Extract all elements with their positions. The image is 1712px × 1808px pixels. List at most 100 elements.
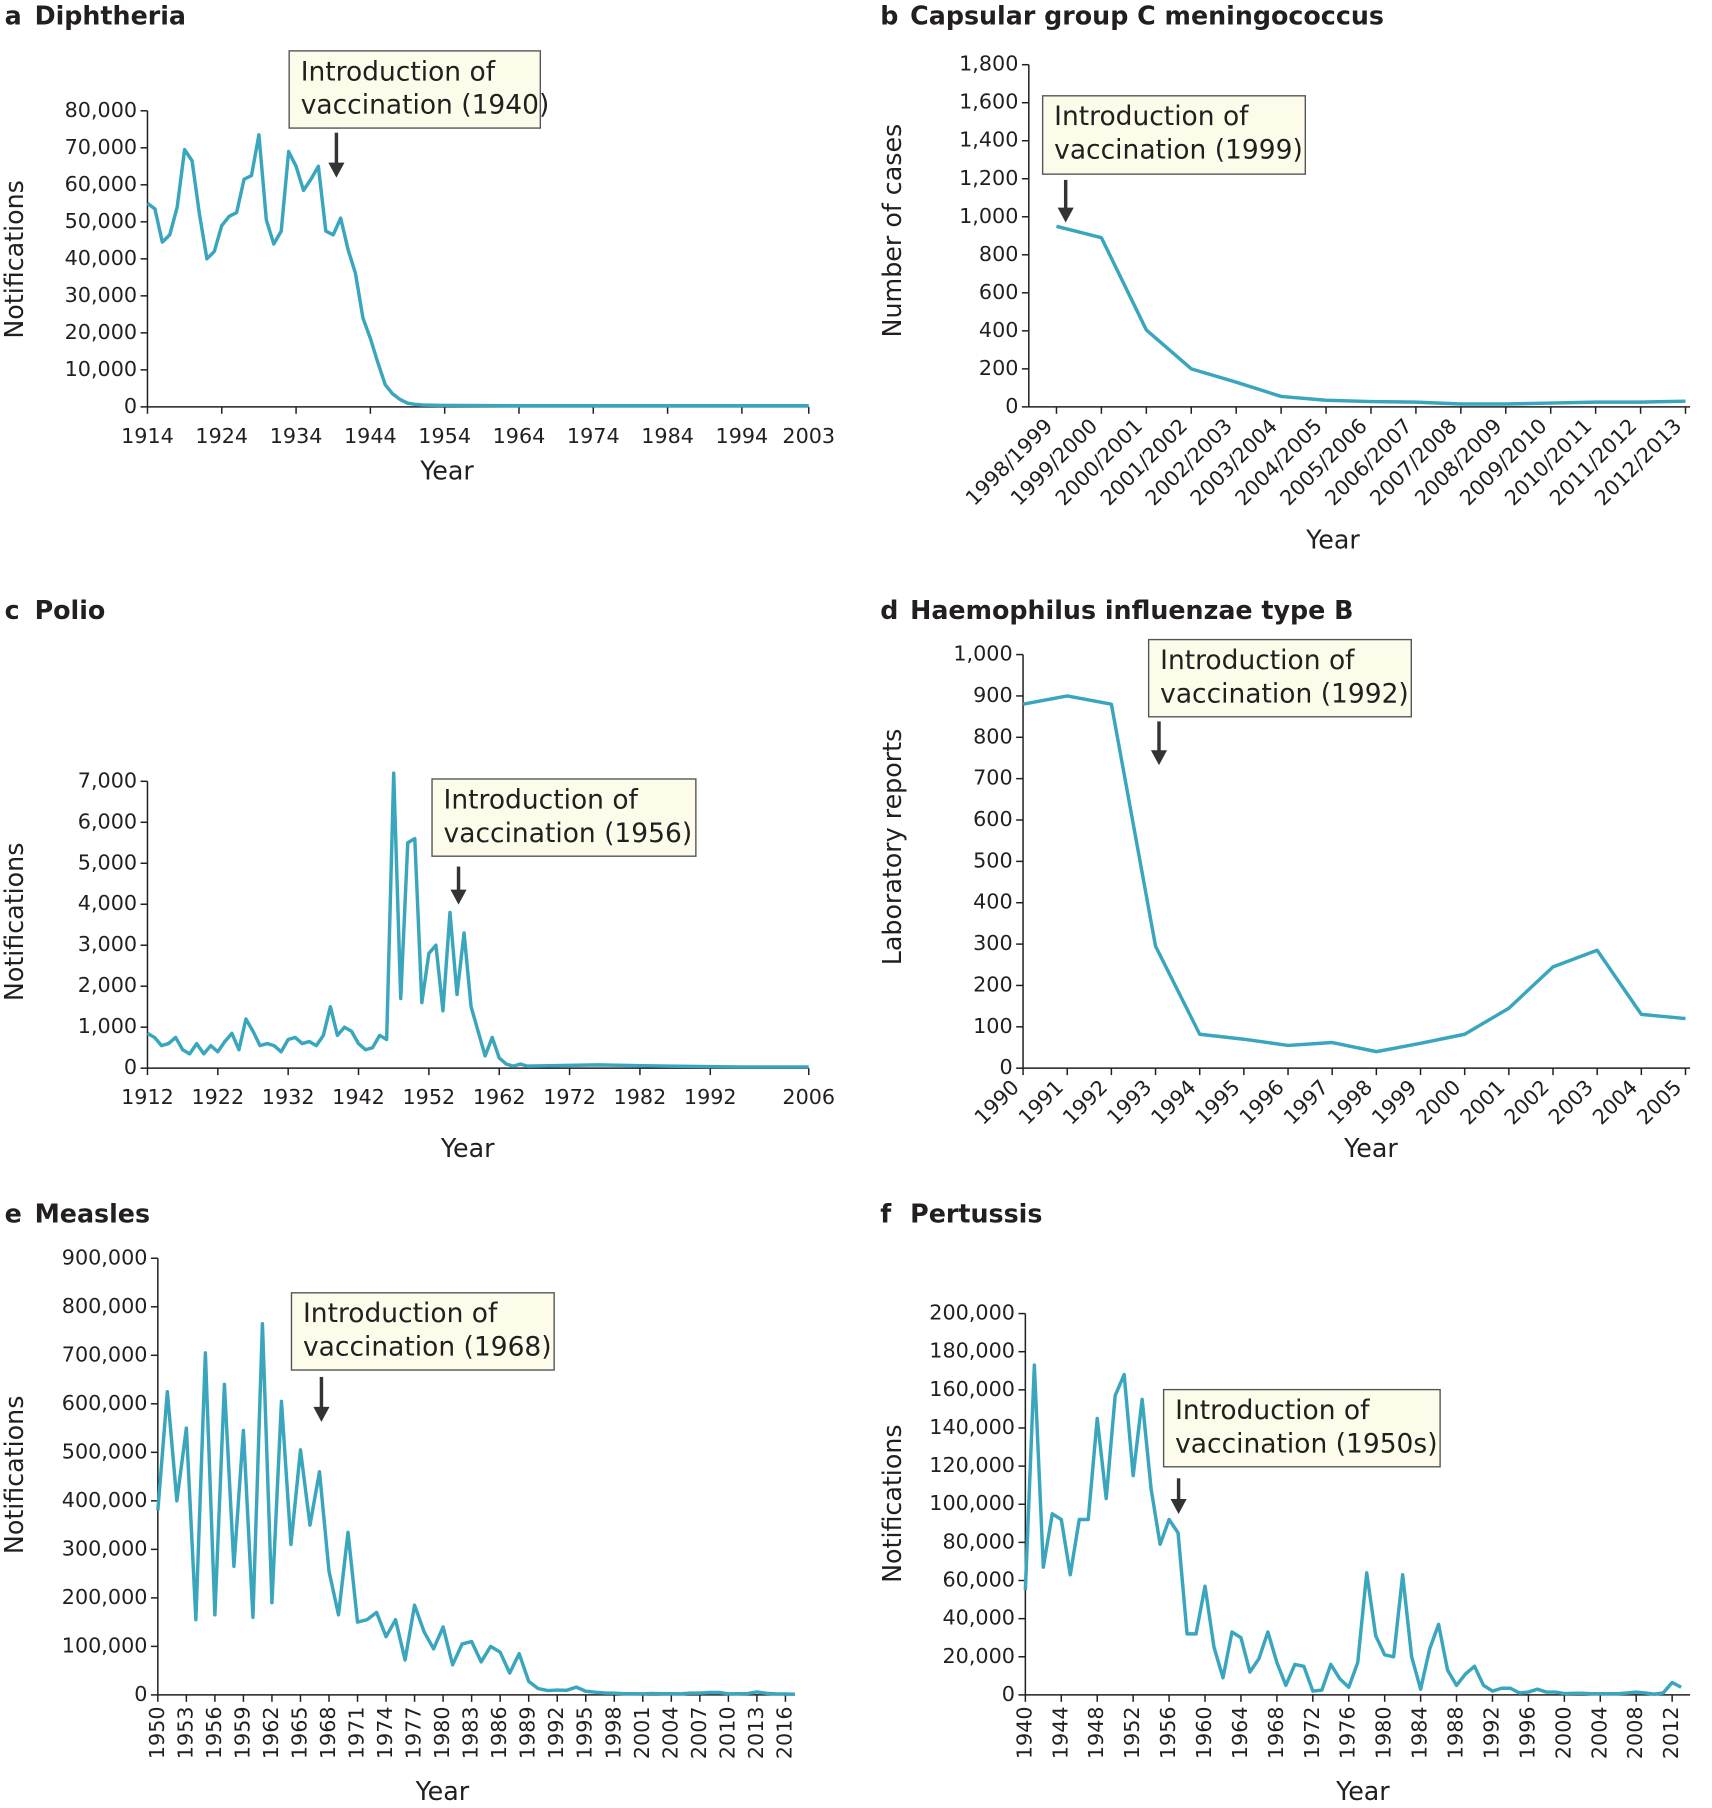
x-tick-label: 1932 [262, 1085, 315, 1109]
panel-letter: c [5, 595, 20, 625]
x-tick-label: 2003 [1544, 1075, 1598, 1129]
x-tick-label: 2007 [687, 1706, 711, 1759]
y-tick-label: 7,000 [78, 768, 137, 792]
y-tick-label: 200 [979, 356, 1019, 380]
chart-title: Diphtheria [35, 0, 186, 30]
y-tick-label: 10,000 [65, 357, 138, 381]
y-axis-label: Notifications [0, 843, 29, 1002]
x-tick-label: 1924 [195, 424, 248, 448]
x-tick-label: 1996 [1515, 1706, 1539, 1759]
chart-title: Measles [35, 1199, 151, 1229]
y-tick-label: 1,200 [959, 166, 1018, 190]
x-tick-label: 1944 [1048, 1706, 1072, 1759]
x-tick-label: 1964 [493, 424, 546, 448]
y-tick-label: 160,000 [929, 1377, 1015, 1401]
annotation-arrowhead [450, 889, 467, 905]
chart-title: Polio [35, 595, 106, 625]
x-tick-label: 1994 [1146, 1075, 1200, 1129]
x-axis-label: Year [1343, 1133, 1398, 1163]
x-tick-label: 1992 [544, 1706, 568, 1759]
x-tick-label: 1922 [191, 1085, 244, 1109]
y-tick-label: 800 [979, 242, 1019, 266]
y-tick-label: 60,000 [942, 1568, 1015, 1592]
y-tick-label: 100,000 [929, 1491, 1015, 1515]
y-tick-label: 100 [973, 1014, 1013, 1038]
y-tick-label: 0 [124, 1055, 137, 1079]
chart-title: Pertussis [910, 1199, 1042, 1229]
y-tick-label: 600 [979, 280, 1019, 304]
x-tick-label: 1974 [373, 1706, 397, 1759]
x-tick-label: 1948 [1084, 1706, 1108, 1759]
annotation-text: Introduction of [1175, 1395, 1370, 1426]
annotation-text: vaccination (1992) [1160, 678, 1409, 709]
x-tick-label: 1998 [1323, 1075, 1377, 1129]
x-tick-label: 1940 [1012, 1706, 1036, 1759]
y-axis-label: Notifications [877, 1424, 907, 1583]
annotation-arrowhead [1150, 750, 1168, 766]
annotation-box [1147, 638, 1412, 718]
x-tick-label: 1980 [1372, 1706, 1396, 1759]
y-tick-label: 200,000 [929, 1301, 1015, 1325]
y-tick-label: 50,000 [65, 209, 138, 233]
y-axis-label: Notifications [0, 180, 29, 339]
y-tick-label: 70,000 [65, 135, 138, 159]
x-tick-label: 1994 [716, 424, 769, 448]
x-tick-label: 1984 [1408, 1706, 1432, 1759]
y-axis-label: Notifications [0, 1396, 29, 1555]
x-tick-label: 2003 [782, 424, 835, 448]
x-tick-label: 1912 [121, 1085, 174, 1109]
x-tick-label: 1982 [614, 1085, 667, 1109]
y-tick-label: 80,000 [942, 1529, 1015, 1553]
x-tick-label: 2006 [782, 1085, 835, 1109]
annotation-box [1041, 95, 1307, 175]
y-tick-label: 3,000 [78, 932, 137, 956]
x-tick-label: 1997 [1279, 1075, 1333, 1129]
x-tick-label: 2001 [630, 1706, 654, 1759]
x-tick-label: 1954 [418, 424, 471, 448]
data-line [1056, 224, 1686, 406]
y-tick-label: 900,000 [62, 1245, 148, 1269]
y-tick-label: 200 [973, 972, 1013, 996]
x-tick-label: 2016 [772, 1706, 796, 1759]
y-tick-label: 800,000 [62, 1294, 148, 1318]
annotation-box [288, 50, 542, 129]
y-tick-label: 1,000 [78, 1014, 137, 1038]
annotation-text: vaccination (1940) [301, 90, 550, 121]
x-tick-label: 1980 [430, 1706, 454, 1759]
x-tick-label: 1944 [344, 424, 397, 448]
x-tick-label: 2000 [1551, 1706, 1575, 1759]
x-tick-label: 1974 [567, 424, 620, 448]
y-tick-label: 80,000 [65, 98, 138, 122]
y-tick-label: 1,000 [953, 642, 1012, 666]
y-tick-label: 200,000 [62, 1585, 148, 1609]
x-tick-label: 1992 [1479, 1706, 1503, 1759]
x-tick-label: 1971 [345, 1706, 369, 1759]
x-tick-label: 1992 [684, 1085, 737, 1109]
x-tick-label: 1956 [202, 1706, 226, 1759]
x-tick-label: 1995 [573, 1706, 597, 1759]
y-tick-label: 2,000 [78, 973, 137, 997]
y-tick-label: 1,600 [959, 90, 1018, 114]
x-tick-label: 1959 [230, 1706, 254, 1759]
x-tick-label: 1934 [270, 424, 323, 448]
y-tick-label: 4,000 [78, 891, 137, 915]
x-tick-label: 2000 [1411, 1075, 1465, 1129]
y-tick-label: 1,400 [959, 128, 1018, 152]
x-tick-label: 2012 [1659, 1706, 1683, 1759]
x-axis-label: Year [1335, 1776, 1390, 1806]
y-tick-label: 20,000 [942, 1644, 1015, 1668]
y-tick-label: 400 [973, 890, 1013, 914]
annotation-text: vaccination (1956) [444, 818, 693, 849]
annotation-text: Introduction of [1160, 645, 1355, 676]
x-tick-label: 2010 [715, 1706, 739, 1759]
panel-letter: b [880, 0, 898, 30]
annotation-text: Introduction of [301, 56, 496, 87]
y-tick-label: 1,800 [959, 52, 1018, 76]
y-axis-label: Number of cases [877, 124, 907, 338]
y-tick-label: 5,000 [78, 850, 137, 874]
x-tick-label: 1942 [332, 1085, 385, 1109]
y-tick-label: 500 [973, 848, 1013, 872]
data-line [1022, 694, 1686, 1054]
y-tick-label: 300,000 [62, 1536, 148, 1560]
y-tick-label: 800 [973, 724, 1013, 748]
